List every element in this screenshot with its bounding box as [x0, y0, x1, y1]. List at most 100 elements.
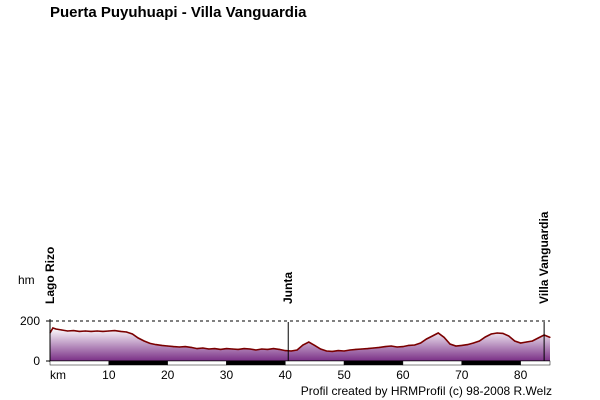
profile-point	[525, 341, 528, 343]
profile-point	[449, 343, 451, 345]
profile-point	[190, 346, 192, 348]
distance-bar-segment	[49, 360, 110, 366]
profile-point	[396, 346, 398, 348]
profile-point	[161, 344, 163, 346]
profile-point	[172, 346, 175, 348]
profile-point	[96, 330, 98, 332]
profile-point	[372, 347, 375, 349]
profile-point	[308, 341, 310, 343]
profile-point	[184, 346, 186, 348]
profile-point	[290, 350, 292, 352]
profile-point	[325, 350, 328, 352]
profile-point	[378, 346, 380, 348]
profile-point	[343, 350, 345, 352]
profile-point	[431, 335, 433, 337]
profile-point	[61, 329, 63, 331]
profile-point	[472, 342, 475, 344]
profile-point	[102, 330, 104, 332]
profile-point	[208, 348, 210, 350]
profile-point	[78, 330, 80, 332]
profile-point	[143, 340, 145, 342]
profile-point	[131, 333, 133, 335]
profile-point	[337, 350, 339, 352]
profile-point	[231, 348, 233, 350]
profile-point	[361, 348, 363, 350]
profile-point	[496, 332, 498, 334]
profile-point	[120, 330, 122, 332]
distance-bar-segment	[226, 360, 286, 366]
x-tick-label: 70	[455, 368, 469, 382]
profile-point	[390, 345, 392, 347]
profile-point	[367, 348, 369, 350]
distance-bar-segment	[520, 360, 551, 366]
profile-point	[272, 348, 275, 350]
profile-point	[302, 344, 304, 346]
x-tick-label: 80	[514, 368, 528, 382]
x-axis-label: km	[50, 368, 66, 382]
profile-point	[355, 348, 357, 350]
profile-point	[514, 340, 516, 342]
y-tick-label: 0	[33, 354, 40, 368]
profile-point	[461, 344, 463, 346]
profile-point	[237, 348, 239, 350]
profile-point	[114, 330, 116, 332]
profile-point	[202, 347, 204, 349]
profile-point	[125, 331, 128, 333]
distance-bar-segment	[167, 360, 227, 366]
x-tick-label: 20	[161, 368, 175, 382]
x-tick-label: 50	[337, 368, 351, 382]
chart-title: Puerta Puyuhuapi - Villa Vanguardia	[50, 4, 307, 21]
profile-point	[537, 337, 539, 339]
profile-point	[155, 344, 157, 346]
profile-point	[437, 332, 439, 334]
profile-point	[90, 330, 92, 332]
profile-point	[255, 349, 257, 351]
x-tick-label: 10	[102, 368, 116, 382]
distance-bar-segment	[461, 360, 521, 366]
distance-bar-segment	[285, 360, 345, 366]
y-axis-label: hm	[18, 273, 35, 287]
profile-point	[331, 350, 333, 352]
profile-point	[467, 344, 469, 346]
profile-point	[349, 349, 351, 351]
profile-point	[243, 348, 245, 350]
x-tick-label: 60	[396, 368, 410, 382]
profile-point	[267, 348, 269, 350]
profile-point	[72, 330, 75, 332]
profile-point	[314, 344, 316, 346]
profile-point	[249, 348, 251, 350]
profile-point	[425, 338, 428, 340]
profile-point	[320, 348, 322, 350]
profile-point	[549, 336, 551, 338]
profile-point	[443, 336, 445, 338]
profile-point	[52, 327, 54, 329]
profile-point	[296, 349, 298, 351]
profile-point	[167, 345, 169, 347]
distance-bar-segment	[402, 360, 462, 366]
profile-point	[520, 342, 522, 344]
profile-point	[278, 348, 280, 350]
waypoint-label: Villa Vanguardia	[537, 211, 551, 304]
profile-point	[408, 344, 410, 346]
profile-point	[214, 348, 216, 350]
profile-point	[384, 346, 386, 348]
credit-text: Profil created by HRMProfil (c) 98-2008 …	[300, 384, 552, 398]
profile-point	[84, 330, 86, 332]
profile-point	[108, 330, 110, 332]
profile-point	[502, 332, 504, 334]
profile-point	[478, 340, 480, 342]
profile-point	[284, 350, 286, 352]
profile-point	[455, 345, 457, 347]
profile-point	[55, 328, 57, 330]
profile-point	[196, 348, 198, 350]
waypoint-label: Lago Rizo	[43, 247, 57, 304]
profile-point	[402, 346, 404, 348]
profile-point	[414, 344, 416, 346]
profile-point	[225, 348, 228, 350]
waypoint-label: Junta	[281, 272, 295, 304]
profile-point	[137, 337, 139, 339]
profile-point	[420, 342, 422, 344]
profile-point	[490, 333, 492, 335]
profile-point	[508, 335, 510, 337]
